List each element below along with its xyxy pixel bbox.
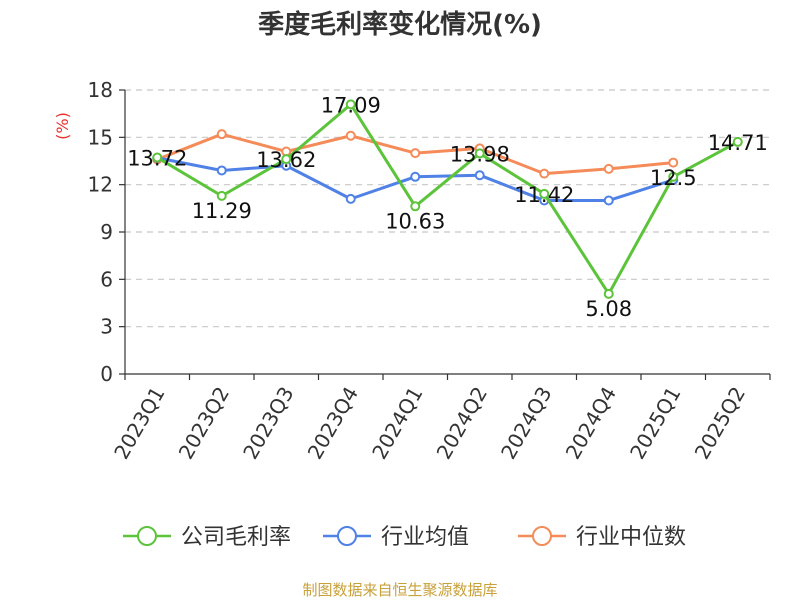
x-tick-label: 2023Q1 bbox=[109, 383, 169, 464]
data-point bbox=[216, 129, 227, 140]
data-point bbox=[410, 148, 421, 159]
x-tick-label: 2025Q2 bbox=[690, 383, 750, 464]
y-tick-label: 12 bbox=[88, 173, 113, 197]
data-label: 11.29 bbox=[192, 199, 252, 223]
data-label: 10.63 bbox=[385, 209, 445, 233]
series-line bbox=[156, 102, 739, 296]
data-point bbox=[539, 168, 550, 179]
data-point bbox=[603, 288, 614, 299]
x-tick-label: 2025Q1 bbox=[625, 383, 685, 464]
data-label: 13.98 bbox=[450, 142, 510, 166]
data-point bbox=[539, 188, 550, 199]
axes: 0 3 6 9 12 15 18 2023Q1 2023Q2 2023Q3 2023Q4 2024Q1… bbox=[88, 78, 771, 464]
data-point bbox=[345, 193, 356, 204]
legend-label: 公司毛利率 bbox=[181, 525, 291, 550]
data-point bbox=[603, 195, 614, 206]
x-tick-label: 2023Q3 bbox=[238, 383, 298, 464]
legend-marker bbox=[337, 526, 357, 546]
data-point bbox=[216, 165, 227, 176]
legend-label: 行业中位数 bbox=[576, 525, 686, 550]
x-tick-label: 2023Q2 bbox=[174, 383, 234, 464]
y-tick-label: 9 bbox=[100, 220, 113, 244]
grid-lines bbox=[125, 89, 770, 328]
x-tick-label: 2024Q3 bbox=[496, 383, 556, 464]
data-point bbox=[345, 99, 356, 110]
x-tick-label: 2024Q1 bbox=[367, 383, 427, 464]
data-label: 17.09 bbox=[321, 93, 381, 117]
data-label: 13.72 bbox=[127, 147, 187, 171]
series-lines bbox=[152, 99, 743, 299]
data-label: 12.5 bbox=[650, 166, 697, 190]
data-point bbox=[732, 136, 743, 147]
legend: 公司毛利率 行业均值 行业中位数 bbox=[123, 525, 686, 550]
legend-label: 行业均值 bbox=[381, 525, 469, 550]
data-point bbox=[410, 201, 421, 212]
data-label: 13.62 bbox=[256, 148, 316, 172]
data-point bbox=[668, 171, 679, 182]
data-label: 14.71 bbox=[708, 131, 768, 155]
data-point bbox=[474, 148, 485, 159]
source-note: 制图数据来自恒生聚源数据库 bbox=[302, 581, 497, 599]
y-tick-label: 18 bbox=[88, 78, 113, 102]
legend-marker bbox=[137, 526, 157, 546]
data-point bbox=[281, 154, 292, 165]
data-point bbox=[603, 163, 614, 174]
data-label: 5.08 bbox=[585, 297, 632, 321]
y-tick-label: 6 bbox=[100, 267, 113, 291]
data-point bbox=[345, 130, 356, 141]
y-tick-label: 0 bbox=[100, 362, 113, 386]
data-label: 11.42 bbox=[514, 183, 574, 207]
legend-marker bbox=[532, 526, 552, 546]
data-point bbox=[216, 190, 227, 201]
x-tick-label: 2023Q4 bbox=[303, 383, 363, 464]
data-point bbox=[152, 152, 163, 163]
data-point bbox=[410, 171, 421, 182]
data-point bbox=[474, 170, 485, 181]
y-tick-label: 3 bbox=[100, 315, 113, 339]
y-axis-unit: (%) bbox=[53, 112, 72, 140]
x-tick-label: 2024Q4 bbox=[561, 383, 621, 464]
chart-title: 季度毛利率变化情况(%) bbox=[258, 9, 542, 40]
y-tick-label: 15 bbox=[88, 125, 113, 149]
data-point bbox=[668, 157, 679, 168]
x-tick-label: 2024Q2 bbox=[432, 383, 492, 464]
